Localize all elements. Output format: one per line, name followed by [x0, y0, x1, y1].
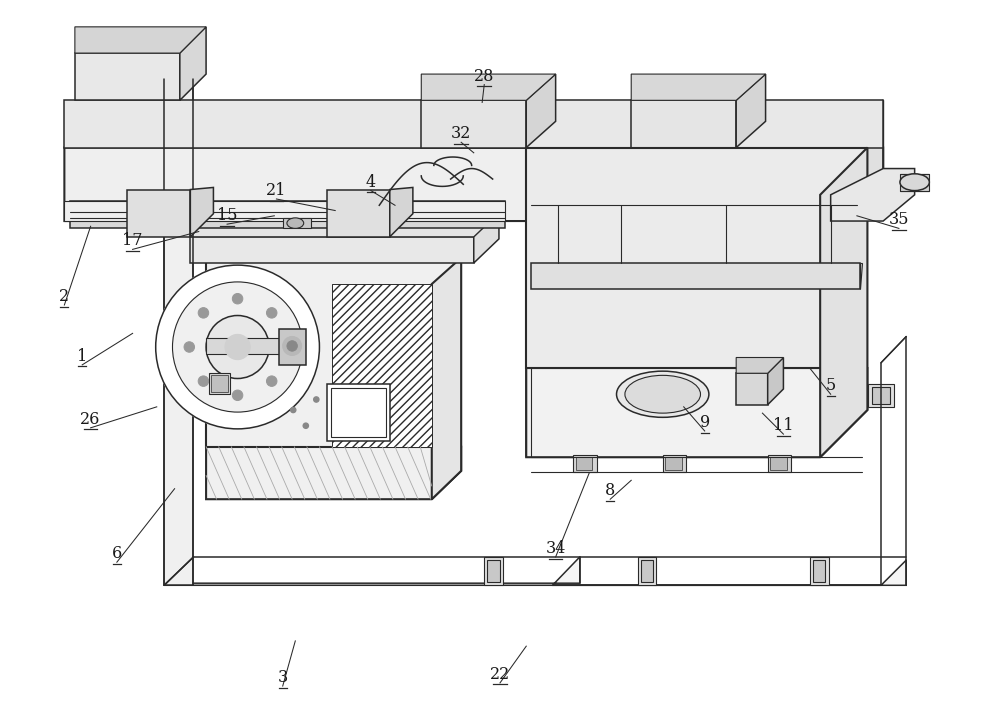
- Polygon shape: [209, 373, 230, 394]
- Polygon shape: [526, 74, 556, 147]
- Polygon shape: [813, 560, 825, 582]
- Text: 2: 2: [59, 288, 69, 305]
- Circle shape: [303, 423, 308, 428]
- Polygon shape: [211, 375, 228, 392]
- Polygon shape: [768, 455, 791, 472]
- Circle shape: [184, 342, 195, 352]
- Polygon shape: [736, 358, 783, 373]
- Circle shape: [198, 376, 209, 386]
- Polygon shape: [526, 368, 867, 457]
- Polygon shape: [526, 147, 867, 368]
- Polygon shape: [552, 560, 906, 586]
- Circle shape: [287, 341, 297, 351]
- Circle shape: [281, 342, 291, 352]
- Polygon shape: [576, 457, 592, 470]
- Polygon shape: [127, 189, 190, 237]
- Polygon shape: [206, 258, 461, 447]
- Polygon shape: [872, 387, 890, 404]
- Polygon shape: [631, 74, 766, 100]
- Polygon shape: [390, 187, 413, 237]
- Polygon shape: [531, 263, 860, 290]
- Polygon shape: [180, 27, 206, 100]
- Text: 15: 15: [217, 207, 237, 225]
- Circle shape: [225, 335, 250, 360]
- Circle shape: [206, 315, 269, 378]
- Polygon shape: [868, 384, 894, 407]
- Text: 1: 1: [77, 348, 87, 365]
- Polygon shape: [279, 329, 306, 365]
- Circle shape: [314, 397, 319, 402]
- Text: 26: 26: [80, 411, 101, 428]
- Polygon shape: [421, 74, 556, 100]
- Polygon shape: [190, 237, 474, 263]
- Text: 3: 3: [278, 669, 288, 686]
- Polygon shape: [64, 147, 883, 221]
- Polygon shape: [665, 457, 682, 470]
- Polygon shape: [820, 147, 867, 457]
- Polygon shape: [75, 27, 206, 53]
- Text: 11: 11: [773, 417, 794, 434]
- Text: 34: 34: [545, 540, 566, 557]
- Polygon shape: [573, 455, 597, 472]
- Polygon shape: [206, 337, 280, 355]
- Polygon shape: [327, 384, 390, 441]
- Polygon shape: [900, 174, 929, 191]
- Circle shape: [198, 307, 209, 318]
- Polygon shape: [332, 284, 432, 447]
- Polygon shape: [474, 212, 499, 263]
- Text: 9: 9: [700, 414, 710, 431]
- Polygon shape: [327, 189, 390, 237]
- Ellipse shape: [287, 218, 304, 228]
- Polygon shape: [831, 169, 915, 221]
- Polygon shape: [70, 201, 505, 212]
- Circle shape: [291, 408, 296, 413]
- Circle shape: [266, 376, 277, 386]
- Polygon shape: [64, 100, 883, 147]
- Text: 22: 22: [490, 666, 510, 683]
- Circle shape: [232, 293, 243, 304]
- Ellipse shape: [625, 375, 700, 413]
- Polygon shape: [164, 79, 193, 586]
- Circle shape: [156, 265, 319, 429]
- Polygon shape: [768, 358, 783, 405]
- Polygon shape: [487, 560, 500, 582]
- Text: 5: 5: [826, 378, 836, 394]
- Polygon shape: [64, 201, 505, 221]
- Polygon shape: [421, 100, 526, 147]
- Polygon shape: [190, 212, 499, 237]
- Text: 21: 21: [266, 182, 287, 199]
- Text: 35: 35: [889, 212, 909, 228]
- Polygon shape: [810, 557, 829, 586]
- Polygon shape: [641, 560, 653, 582]
- Circle shape: [283, 337, 302, 355]
- Circle shape: [266, 307, 277, 318]
- Circle shape: [172, 282, 303, 412]
- Text: 4: 4: [366, 174, 376, 191]
- Polygon shape: [663, 455, 686, 472]
- Text: 28: 28: [474, 68, 494, 84]
- Ellipse shape: [617, 371, 709, 418]
- Circle shape: [232, 390, 243, 400]
- Polygon shape: [770, 457, 787, 470]
- Polygon shape: [75, 53, 180, 100]
- Polygon shape: [190, 187, 213, 237]
- Polygon shape: [283, 218, 311, 228]
- Text: 32: 32: [451, 125, 471, 142]
- Polygon shape: [631, 100, 736, 147]
- Ellipse shape: [900, 174, 929, 191]
- Polygon shape: [860, 263, 862, 290]
- Polygon shape: [206, 447, 461, 499]
- Text: 8: 8: [605, 482, 615, 499]
- Text: 6: 6: [112, 546, 122, 562]
- Polygon shape: [70, 218, 505, 228]
- Polygon shape: [831, 100, 883, 221]
- Text: 17: 17: [122, 232, 143, 250]
- Polygon shape: [484, 557, 503, 586]
- Polygon shape: [432, 258, 461, 499]
- Polygon shape: [164, 557, 580, 586]
- Polygon shape: [638, 557, 656, 586]
- Polygon shape: [736, 373, 768, 405]
- Polygon shape: [736, 74, 766, 147]
- Polygon shape: [331, 388, 386, 438]
